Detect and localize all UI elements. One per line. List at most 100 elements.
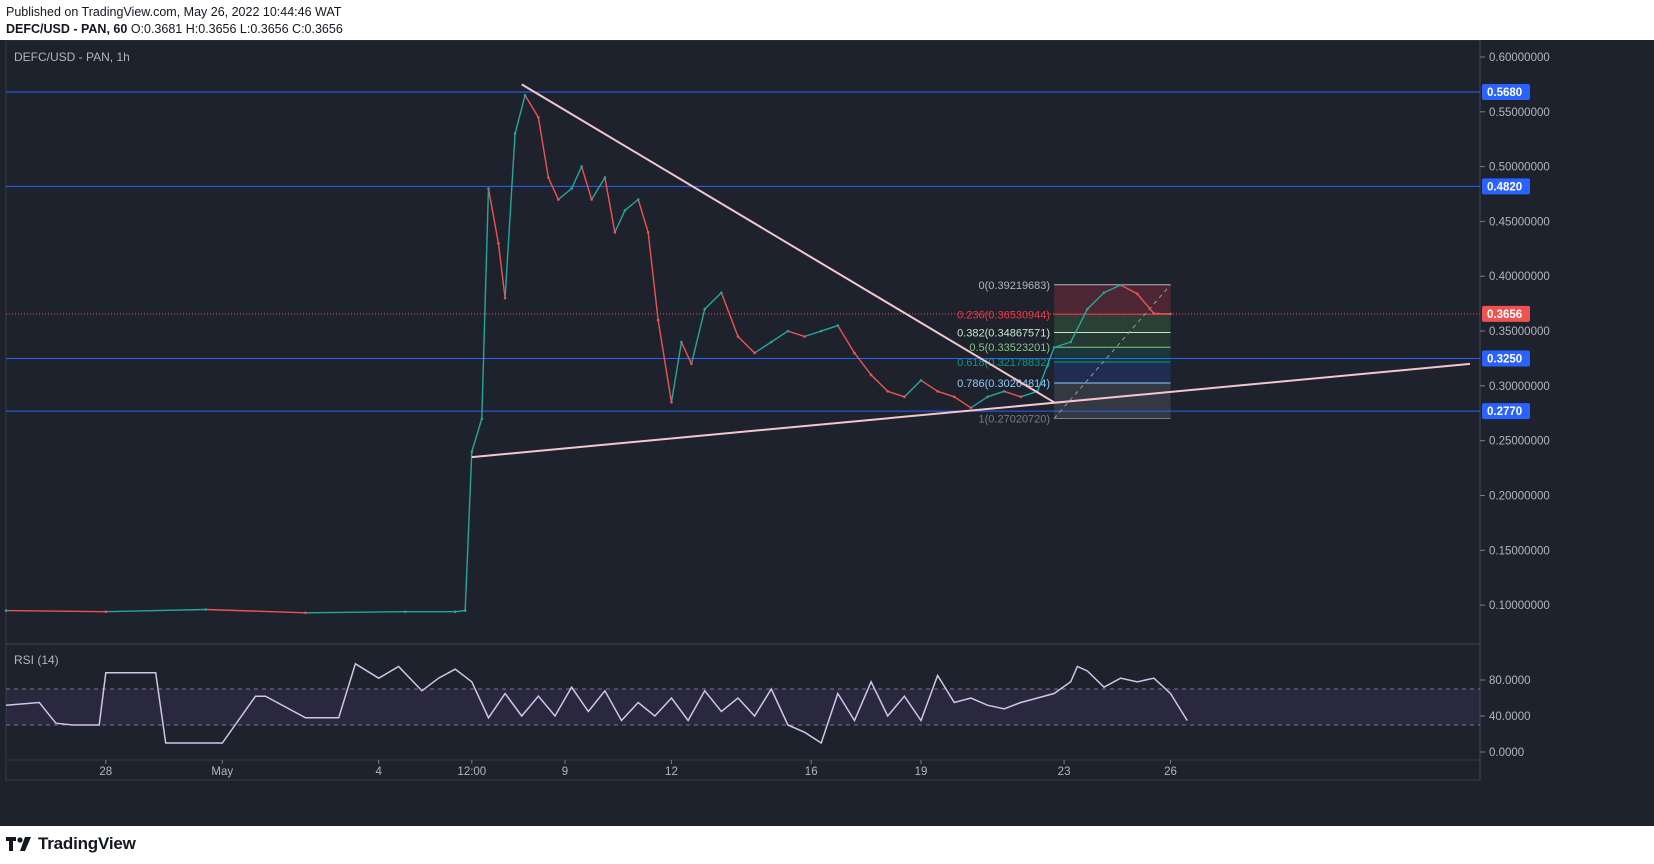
price-segment — [647, 232, 659, 321]
price-point — [557, 198, 560, 201]
price-point — [403, 610, 407, 613]
price-point — [623, 209, 627, 212]
tradingview-footer: TradingView — [6, 834, 136, 854]
price-point — [646, 231, 650, 234]
time-tick-label: 4 — [375, 766, 382, 778]
brand-name: TradingView — [38, 834, 136, 853]
price-point — [786, 329, 790, 333]
price-point — [503, 296, 507, 300]
level-badge-label: 0.5680 — [1487, 87, 1522, 99]
price-tick-label: 0.30000000 — [1489, 381, 1550, 393]
price-segment — [903, 379, 922, 398]
price-segment — [1003, 390, 1022, 398]
price-segment — [787, 330, 805, 338]
time-tick-label: 28 — [99, 766, 112, 778]
rsi-line — [5, 662, 1188, 745]
price-point — [480, 417, 484, 421]
price-segment — [804, 330, 822, 338]
price-tick-label: 0.10000000 — [1489, 600, 1550, 612]
price-point — [570, 187, 573, 190]
time-tick-label: 9 — [562, 766, 568, 778]
time-tick-label: 23 — [1058, 766, 1071, 778]
price-point — [919, 379, 923, 382]
price-segment — [690, 308, 706, 365]
current-price-label: 0.3656 — [1487, 309, 1522, 321]
price-segment — [514, 95, 526, 134]
price-segment — [105, 608, 206, 613]
fib-zone — [1054, 347, 1171, 362]
price-tick-label: 0.35000000 — [1489, 326, 1550, 338]
price-segment — [604, 177, 616, 233]
price-segment — [1053, 341, 1071, 349]
price-segment — [637, 199, 649, 233]
price-point — [680, 340, 683, 344]
price-tick-label: 0.60000000 — [1489, 52, 1550, 64]
price-point — [547, 176, 550, 179]
price-point — [690, 362, 693, 366]
price-point — [736, 335, 740, 338]
price-point — [1052, 346, 1056, 349]
price-point — [720, 291, 723, 294]
price-point — [4, 609, 8, 612]
chart-canvas[interactable]: 0.60000000 0.55000000 0.50000000 0.45000000… — [0, 40, 1654, 826]
price-segment — [5, 609, 106, 613]
price-point — [1119, 283, 1122, 287]
fib-level-label: 0.5(0.33523201) — [969, 342, 1050, 354]
price-segment — [1086, 292, 1105, 310]
price-segment — [953, 396, 972, 409]
price-segment — [1070, 308, 1088, 343]
price-point — [1169, 312, 1172, 316]
price-point — [513, 132, 517, 136]
price-segment — [837, 325, 856, 354]
rsi-tick-label: 80.0000 — [1489, 675, 1531, 687]
price-segment — [464, 451, 473, 611]
fib-trend-line — [1053, 284, 1171, 419]
price-point — [670, 400, 673, 404]
price-point — [1019, 395, 1023, 399]
price-segment — [305, 610, 406, 614]
price-point — [580, 165, 583, 168]
level-badge — [1482, 178, 1530, 195]
trendline — [471, 362, 1471, 459]
price-segment — [737, 336, 756, 354]
price-segment — [853, 352, 872, 376]
price-segment — [1020, 390, 1038, 398]
price-segment — [987, 390, 1005, 398]
price-point — [636, 198, 640, 201]
price-segment — [614, 210, 626, 233]
price-point — [656, 318, 660, 322]
price-point — [1135, 292, 1139, 296]
time-tick-label: 19 — [915, 766, 928, 778]
time-tick-label: May — [211, 766, 233, 778]
price-point — [470, 450, 474, 453]
price-point — [523, 94, 527, 97]
level-badge — [1482, 350, 1530, 367]
fib-level-label: 0(0.39219683) — [979, 280, 1051, 292]
price-tick-label: 0.45000000 — [1489, 216, 1550, 228]
price-point — [1069, 340, 1073, 344]
level-badge-label: 0.2770 — [1487, 406, 1522, 418]
price-segment — [1136, 293, 1155, 314]
price-point — [463, 609, 467, 612]
price-tick-label: 0.20000000 — [1489, 490, 1550, 502]
chart-background — [0, 40, 1654, 826]
price-segment — [680, 341, 693, 365]
price-tick-label: 0.50000000 — [1489, 162, 1550, 174]
price-point — [204, 608, 207, 611]
fib-level-label: 1(0.27020720) — [979, 414, 1051, 426]
price-point — [603, 176, 607, 179]
price-point — [487, 187, 490, 190]
price-segment — [720, 292, 739, 337]
rsi-pane-title: RSI (14) — [14, 653, 59, 667]
trendline — [521, 83, 1055, 404]
price-tick-label: 0.25000000 — [1489, 436, 1550, 448]
rsi-band-fill — [6, 689, 1480, 725]
price-point — [304, 611, 307, 615]
level-badge — [1482, 84, 1530, 101]
time-tick-label: 26 — [1164, 766, 1177, 778]
price-point — [1086, 307, 1089, 311]
price-segment — [657, 319, 673, 403]
price-segment — [205, 608, 306, 614]
price-segment — [624, 198, 639, 211]
price-segment — [970, 396, 988, 409]
